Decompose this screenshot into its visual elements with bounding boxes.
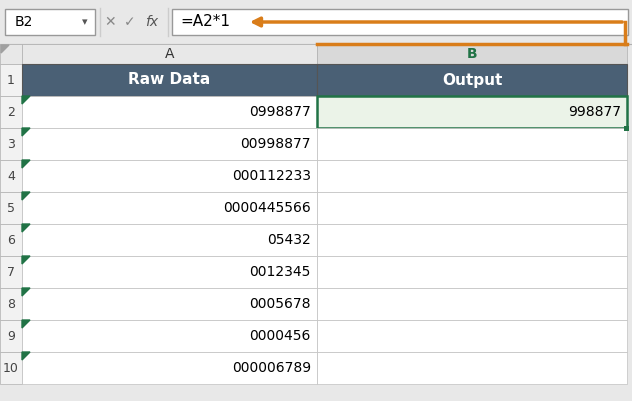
Bar bbox=[0, 352, 22, 384]
Polygon shape bbox=[22, 160, 30, 168]
Bar bbox=[317, 352, 627, 384]
Text: fx: fx bbox=[145, 15, 159, 29]
Bar bbox=[317, 256, 627, 288]
Text: 000006789: 000006789 bbox=[232, 361, 311, 375]
Bar bbox=[0, 224, 22, 256]
Text: 0998877: 0998877 bbox=[249, 105, 311, 119]
Bar bbox=[22, 96, 317, 128]
Text: B2: B2 bbox=[15, 15, 33, 29]
Polygon shape bbox=[22, 352, 30, 360]
Bar bbox=[22, 224, 317, 256]
Bar bbox=[317, 160, 627, 192]
Text: 2: 2 bbox=[7, 105, 15, 119]
Text: 05432: 05432 bbox=[267, 233, 311, 247]
Text: 6: 6 bbox=[7, 233, 15, 247]
Bar bbox=[22, 160, 317, 192]
Text: ✕: ✕ bbox=[104, 15, 116, 29]
Bar bbox=[0, 320, 22, 352]
Bar bbox=[0, 192, 22, 224]
Bar bbox=[22, 128, 317, 160]
Bar bbox=[22, 44, 317, 64]
Text: B: B bbox=[466, 47, 477, 61]
Bar bbox=[0, 64, 22, 96]
Bar bbox=[22, 352, 317, 384]
Bar bbox=[0, 288, 22, 320]
Bar bbox=[22, 288, 317, 320]
Bar bbox=[0, 96, 22, 128]
Text: 9: 9 bbox=[7, 330, 15, 342]
Bar bbox=[317, 224, 627, 256]
Bar bbox=[317, 64, 627, 96]
Text: 000112233: 000112233 bbox=[232, 169, 311, 183]
Text: Output: Output bbox=[442, 73, 502, 87]
Bar bbox=[172, 9, 628, 35]
Text: 10: 10 bbox=[3, 361, 19, 375]
Bar bbox=[0, 128, 22, 160]
Text: ✓: ✓ bbox=[124, 15, 136, 29]
Text: ▾: ▾ bbox=[82, 17, 88, 27]
Text: 5: 5 bbox=[7, 201, 15, 215]
Polygon shape bbox=[22, 320, 30, 328]
Text: 0000445566: 0000445566 bbox=[223, 201, 311, 215]
Text: 0005678: 0005678 bbox=[250, 297, 311, 311]
Polygon shape bbox=[22, 288, 30, 296]
Bar bbox=[317, 96, 627, 128]
Text: 998877: 998877 bbox=[568, 105, 621, 119]
Bar bbox=[22, 256, 317, 288]
Text: 7: 7 bbox=[7, 265, 15, 279]
Bar bbox=[22, 192, 317, 224]
Polygon shape bbox=[22, 128, 30, 136]
Polygon shape bbox=[1, 45, 9, 53]
Text: 1: 1 bbox=[7, 73, 15, 87]
Bar bbox=[317, 288, 627, 320]
Bar bbox=[0, 160, 22, 192]
Polygon shape bbox=[22, 256, 30, 264]
Bar bbox=[317, 192, 627, 224]
Bar bbox=[0, 0, 632, 44]
Text: Raw Data: Raw Data bbox=[128, 73, 210, 87]
Bar bbox=[22, 320, 317, 352]
Text: 8: 8 bbox=[7, 298, 15, 310]
Bar bbox=[624, 126, 628, 130]
Bar bbox=[317, 44, 627, 64]
Bar bbox=[5, 9, 95, 35]
Text: 00998877: 00998877 bbox=[241, 137, 311, 151]
Bar bbox=[0, 44, 22, 64]
Bar bbox=[317, 128, 627, 160]
Text: 0012345: 0012345 bbox=[250, 265, 311, 279]
Polygon shape bbox=[22, 224, 30, 232]
Polygon shape bbox=[22, 96, 30, 104]
Text: 4: 4 bbox=[7, 170, 15, 182]
Text: A: A bbox=[165, 47, 174, 61]
Text: 3: 3 bbox=[7, 138, 15, 150]
Polygon shape bbox=[22, 192, 30, 200]
Text: =A2*1: =A2*1 bbox=[180, 14, 230, 30]
Text: 0000456: 0000456 bbox=[250, 329, 311, 343]
Bar bbox=[317, 320, 627, 352]
Bar bbox=[22, 64, 317, 96]
Bar bbox=[0, 256, 22, 288]
